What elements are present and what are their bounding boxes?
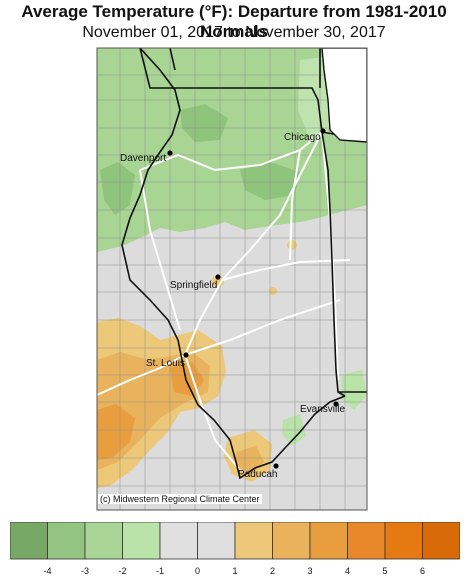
legend-tick-label: 3 <box>307 566 312 576</box>
legend-tick-label: 0 <box>195 566 200 576</box>
below-normal-patch-se <box>340 370 367 410</box>
above-normal-peak-southwest <box>97 404 135 460</box>
lake-michigan <box>321 48 367 143</box>
legend-tick-label: -4 <box>43 566 51 576</box>
above-normal-spot <box>269 287 277 295</box>
city-marker-chicago: Chicago <box>284 128 326 143</box>
city-label-evansville: Evansville <box>300 404 345 415</box>
legend-tick-label: -1 <box>156 566 164 576</box>
legend-swatch <box>309 522 348 560</box>
below-normal-darker-patch <box>100 162 135 215</box>
county-boundaries <box>97 48 367 510</box>
above-normal-spot <box>287 240 297 250</box>
city-marker-paducah: Paducah <box>238 463 279 480</box>
legend-tick-label: 1 <box>232 566 237 576</box>
city-marker-st-louis: St. Louis <box>146 352 189 369</box>
legend-swatches <box>10 522 460 560</box>
city-label-davenport: Davenport <box>120 153 166 164</box>
city-label-springfield: Springfield <box>170 280 217 291</box>
legend-swatch <box>347 522 386 560</box>
city-marker-evansville: Evansville <box>300 401 345 415</box>
legend-tick-label: 5 <box>382 566 387 576</box>
city-marker-davenport: Davenport <box>120 150 173 164</box>
legend-swatch <box>422 522 460 560</box>
map-frame <box>96 47 368 511</box>
city-label-paducah: Paducah <box>238 469 277 480</box>
map-title: Average Temperature (°F): Departure from… <box>21 2 447 41</box>
legend-tick-label: 6 <box>420 566 425 576</box>
legend-swatch <box>159 522 198 560</box>
legend-tick-label: -3 <box>81 566 89 576</box>
legend-tick-label: 4 <box>345 566 350 576</box>
legend-tick-label: 2 <box>270 566 275 576</box>
legend-tick-label: -2 <box>118 566 126 576</box>
legend-swatch <box>122 522 161 560</box>
above-normal-spot <box>212 275 224 287</box>
legend-swatch <box>47 522 86 560</box>
legend-swatch <box>197 522 236 560</box>
city-label-chicago: Chicago <box>284 132 321 143</box>
city-label-st-louis: St. Louis <box>146 358 185 369</box>
below-normal-darker-patch <box>180 104 228 142</box>
legend-swatch <box>84 522 123 560</box>
legend-swatch <box>384 522 423 560</box>
legend-swatch <box>272 522 311 560</box>
color-legend: -4 -3 -2 -1 0 1 2 3 4 5 6 <box>10 522 460 576</box>
legend-swatch <box>10 522 48 560</box>
credit-label: (c) Midwestern Regional Climate Center <box>98 494 262 504</box>
city-marker-springfield: Springfield <box>170 274 221 291</box>
map-subtitle: November 01, 2017 to November 30, 2017 <box>82 24 386 41</box>
legend-swatch <box>234 522 273 560</box>
legend-ticks: -4 -3 -2 -1 0 1 2 3 4 5 6 <box>43 566 425 576</box>
temperature-departure-map: Chicago Davenport Springfield St. Louis … <box>96 47 368 511</box>
